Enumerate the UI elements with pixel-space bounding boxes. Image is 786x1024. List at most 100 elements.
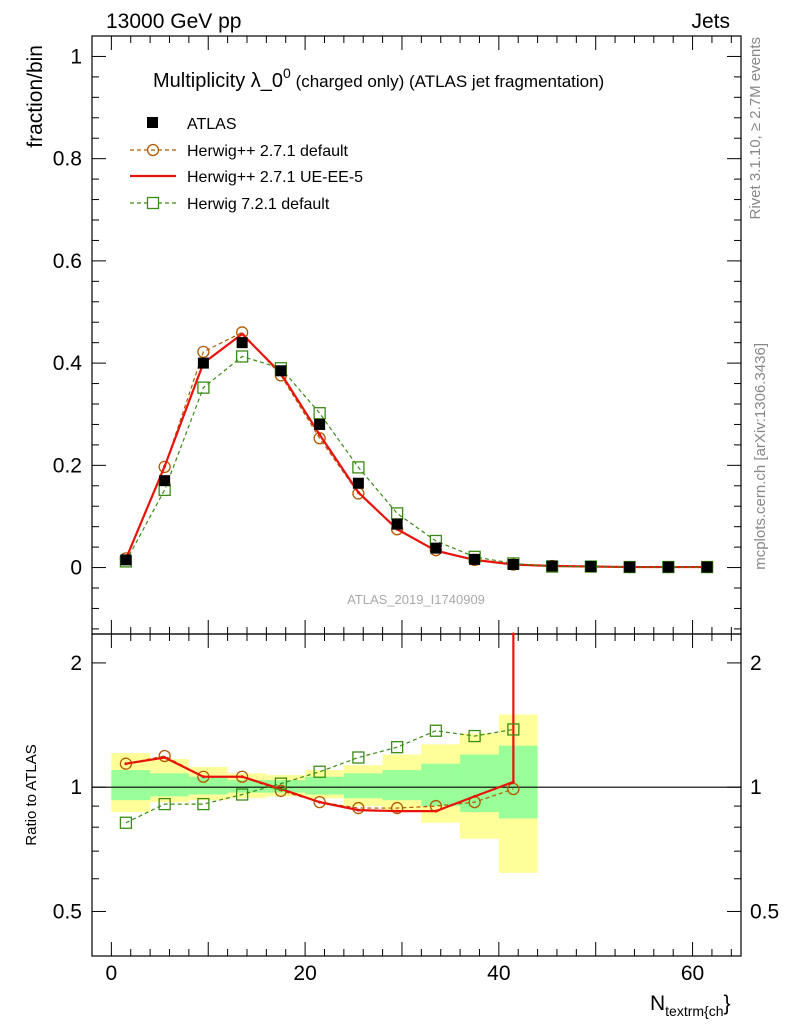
ratio-point-herwig7 xyxy=(468,729,481,743)
plot-title-main: Multiplicity λ_0 xyxy=(153,70,283,92)
x-axis-label-close: } xyxy=(724,992,731,1015)
x-tick-label: 20 xyxy=(293,962,316,985)
side-text-rivet: Rivet 3.1.10, ≥ 2.7M events xyxy=(747,37,764,220)
ratio-point-herwigpp_default xyxy=(313,795,326,809)
x-tick-label: 40 xyxy=(487,962,510,985)
ratio-point-herwig7 xyxy=(197,797,210,811)
legend-label-herwigpp-ueee5: Herwig++ 2.7.1 UE-EE-5 xyxy=(187,169,363,186)
y-tick-label: 0.6 xyxy=(53,250,82,273)
ratio-y-tick-label-left: 1 xyxy=(70,776,82,799)
y-axis-label: fraction/bin xyxy=(24,45,47,148)
ratio-band-green xyxy=(382,770,422,801)
ratio-band-green xyxy=(111,770,151,801)
side-text-mcplots: mcplots.cern.ch [arXiv:1306.3436] xyxy=(752,343,769,570)
ratio-point-herwigpp_ueee5 xyxy=(240,775,244,779)
ratio-point-herwigpp_ueee5 xyxy=(356,808,360,812)
ratio-point-herwigpp_ueee5 xyxy=(201,775,205,779)
ratio-band-green xyxy=(150,773,189,797)
main-line-herwig7 xyxy=(125,355,708,568)
watermark: ATLAS_2019_I1740909 xyxy=(347,592,485,607)
main-point-herwig7 xyxy=(352,461,365,474)
data-point-atlas xyxy=(624,561,636,573)
ratio-band-green xyxy=(343,773,383,799)
header-left: 13000 GeV pp xyxy=(106,10,241,33)
ratio-band-green xyxy=(188,776,228,795)
main-line-herwigpp_ueee5 xyxy=(124,332,708,569)
plot-title-tail: (charged only) (ATLAS jet fragmentation) xyxy=(291,72,604,91)
main-point-herwigpp_ueee5 xyxy=(163,464,167,468)
x-axis-label-sub: textrm{ch xyxy=(665,1003,723,1019)
x-axis-label-main: N xyxy=(650,992,665,1015)
main-point-herwigpp_ueee5 xyxy=(318,433,322,437)
data-point-atlas xyxy=(391,518,403,530)
ratio-band-green xyxy=(498,745,538,819)
ratio-point-herwig7 xyxy=(507,723,520,736)
main-point-herwigpp_ueee5 xyxy=(240,332,244,336)
data-point-atlas xyxy=(120,554,132,566)
ratio-line-herwigpp_ueee5 xyxy=(125,634,515,813)
ratio-point-herwigpp_default xyxy=(390,801,404,815)
ratio-point-herwigpp_ueee5 xyxy=(124,762,128,766)
ratio-y-axis-label: Ratio to ATLAS xyxy=(23,744,40,845)
main-point-herwigpp_default xyxy=(197,345,210,359)
ratio-line-herwig7 xyxy=(125,728,514,824)
plot-title-sup: 0 xyxy=(283,65,291,81)
main-point-herwig7 xyxy=(197,381,210,394)
legend-marker-herwigpp-default xyxy=(146,143,160,157)
ratio-y-tick-label-right: 0.5 xyxy=(750,900,779,923)
legend-label-herwigpp-default: Herwig++ 2.7.1 default xyxy=(187,143,349,160)
data-point-atlas xyxy=(469,553,481,565)
ratio-point-herwigpp_ueee5 xyxy=(511,632,515,636)
ratio-y-tick-label-left: 0.5 xyxy=(53,900,82,923)
ratio-point-herwig7 xyxy=(352,751,365,764)
ratio-point-herwig7 xyxy=(158,797,171,811)
data-point-atlas xyxy=(159,475,171,487)
legend-label-atlas: ATLAS xyxy=(187,116,237,133)
header-right: Jets xyxy=(691,10,730,33)
ratio-point-herwigpp_ueee5 xyxy=(511,780,515,784)
data-point-atlas xyxy=(236,337,248,349)
ratio-point-herwig7 xyxy=(274,777,288,790)
plot-layer: 0 20 40 60 0 0.2 0.4 0.6 0.8 1 0.5 0.5 1 1 2 2 xyxy=(53,35,779,985)
y-tick-label: 0 xyxy=(70,557,82,580)
data-point-atlas xyxy=(352,477,364,489)
data-point-atlas xyxy=(275,365,287,377)
data-point-atlas xyxy=(197,357,209,369)
legend-marker-atlas xyxy=(147,117,158,128)
ratio-point-herwig7 xyxy=(235,788,249,801)
main-point-herwig7 xyxy=(235,350,249,363)
legend: ATLAS Herwig++ 2.7.1 default Herwig++ 2.… xyxy=(130,116,363,213)
ratio-point-herwig7 xyxy=(313,765,326,778)
x-tick-label: 0 xyxy=(106,962,118,985)
data-point-atlas xyxy=(546,560,558,572)
ratio-point-herwig7 xyxy=(429,724,443,737)
y-tick-label: 0.4 xyxy=(53,352,83,375)
x-axis-label: Ntextrm{ch} xyxy=(650,992,731,1019)
ratio-y-tick-label-right: 2 xyxy=(750,652,762,675)
y-tick-label: 0.8 xyxy=(53,148,82,171)
main-line-herwigpp_default xyxy=(125,331,708,568)
ratio-plot-frame xyxy=(91,633,742,957)
ratio-point-herwigpp_ueee5 xyxy=(395,809,399,813)
ratio-y-tick-label-right: 1 xyxy=(750,776,762,799)
y-tick-label: 1 xyxy=(70,45,82,68)
main-point-herwig7 xyxy=(313,407,326,420)
main-point-herwig7 xyxy=(390,507,404,520)
ratio-point-herwig7 xyxy=(390,741,404,754)
legend-label-herwig7: Herwig 7.2.1 default xyxy=(187,196,330,213)
ratio-band-green xyxy=(305,776,344,795)
plot-title: Multiplicity λ_00 (charged only) (ATLAS … xyxy=(153,65,604,92)
legend-marker-herwig7 xyxy=(146,196,160,210)
ratio-point-herwigpp_default xyxy=(507,782,520,796)
ratio-band-green xyxy=(421,763,461,807)
data-point-atlas xyxy=(662,561,674,573)
ratio-y-tick-label-left: 2 xyxy=(70,652,82,675)
ratio-point-herwig7 xyxy=(119,816,133,829)
x-tick-label: 60 xyxy=(681,962,704,985)
data-point-atlas xyxy=(430,542,442,554)
ratio-point-herwigpp_ueee5 xyxy=(473,794,477,798)
data-point-atlas xyxy=(585,561,597,573)
main-point-herwigpp_default xyxy=(158,460,171,474)
data-point-atlas xyxy=(314,418,326,430)
